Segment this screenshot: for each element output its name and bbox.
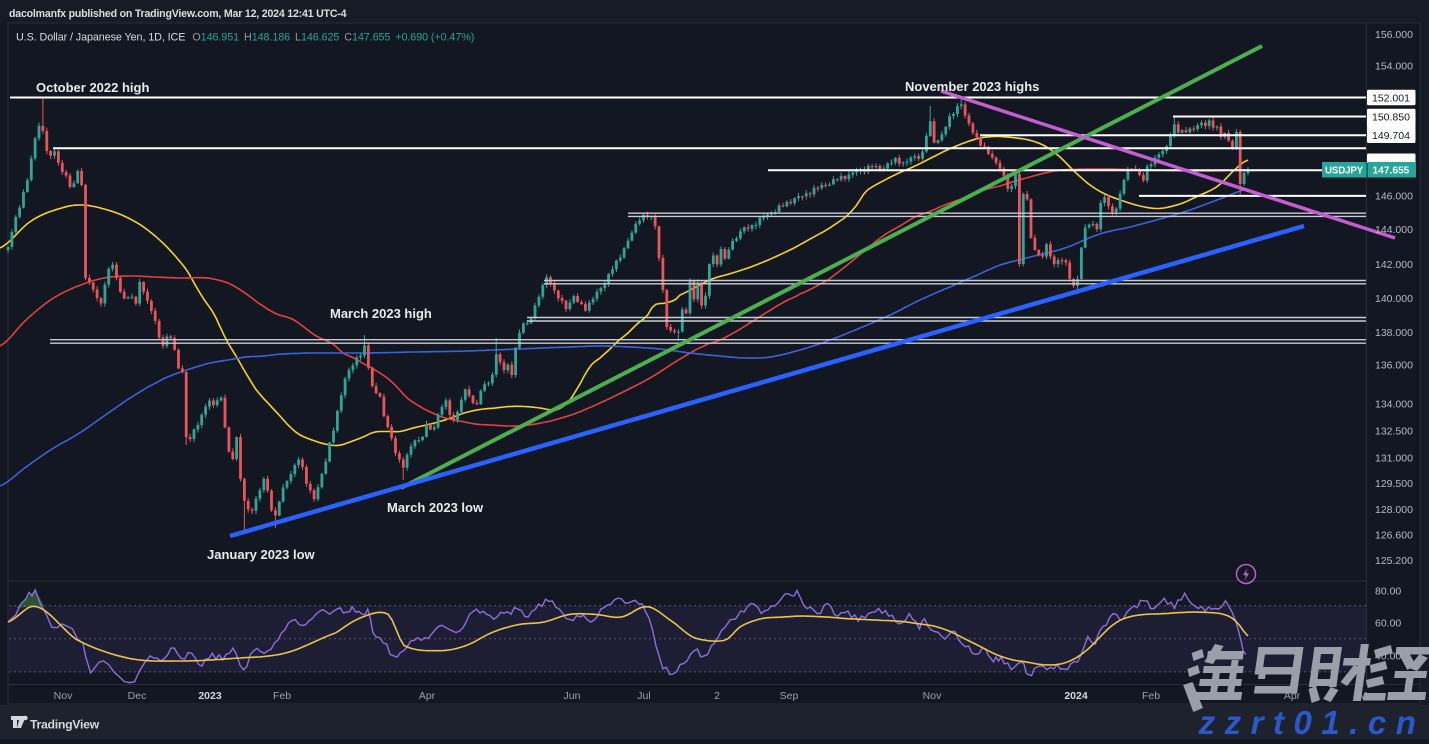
svg-text:2: 2: [714, 690, 720, 702]
svg-text:Feb: Feb: [273, 690, 291, 702]
svg-text:Apr: Apr: [419, 690, 436, 702]
svg-text:U.S. Dollar / Japanese Yen, 1D: U.S. Dollar / Japanese Yen, 1D, ICE O146.…: [16, 32, 474, 44]
svg-text:136.000: 136.000: [1375, 359, 1413, 371]
svg-text:Nov: Nov: [923, 690, 942, 702]
svg-text:146.000: 146.000: [1375, 191, 1413, 203]
svg-text:147.655: 147.655: [1373, 166, 1410, 177]
svg-text:October 2022 high: October 2022 high: [36, 80, 149, 95]
svg-text:zzrt01.cn: zzrt01.cn: [1198, 704, 1426, 739]
svg-text:126.600: 126.600: [1375, 530, 1413, 542]
svg-text:Dec: Dec: [128, 690, 147, 702]
svg-text:144.000: 144.000: [1375, 224, 1413, 236]
svg-text:USDJPY: USDJPY: [1325, 166, 1364, 177]
svg-text:152.001: 152.001: [1372, 92, 1410, 104]
svg-text:150.850: 150.850: [1372, 111, 1410, 123]
svg-text:142.000: 142.000: [1375, 259, 1413, 271]
svg-text:131.000: 131.000: [1375, 452, 1413, 464]
svg-text:2023: 2023: [198, 690, 222, 702]
svg-text:154.000: 154.000: [1375, 61, 1413, 73]
svg-text:60.00: 60.00: [1375, 618, 1401, 630]
svg-text:134.000: 134.000: [1375, 399, 1413, 411]
svg-text:132.500: 132.500: [1375, 425, 1413, 437]
svg-text:M: M: [1359, 690, 1368, 702]
svg-text:November 2023 highs: November 2023 highs: [905, 79, 1039, 94]
svg-text:129.500: 129.500: [1375, 478, 1413, 490]
svg-text:Sep: Sep: [780, 690, 799, 702]
svg-text:dacolmanfx published on Tradin: dacolmanfx published on TradingView.com,…: [9, 8, 347, 20]
svg-text:Nov: Nov: [54, 690, 73, 702]
svg-text:140.000: 140.000: [1375, 293, 1413, 305]
svg-text:March 2023 high: March 2023 high: [330, 306, 432, 321]
svg-text:125.200: 125.200: [1375, 555, 1413, 567]
svg-text:Feb: Feb: [1142, 690, 1160, 702]
svg-text:January 2023 low: January 2023 low: [207, 547, 316, 562]
svg-text:2024: 2024: [1064, 690, 1088, 702]
svg-text:Jul: Jul: [637, 690, 650, 702]
svg-text:138.000: 138.000: [1375, 327, 1413, 339]
svg-text:March 2023 low: March 2023 low: [387, 500, 484, 515]
svg-text:80.00: 80.00: [1375, 585, 1401, 597]
svg-text:156.000: 156.000: [1375, 29, 1413, 41]
svg-text:149.704: 149.704: [1372, 130, 1410, 142]
svg-text:128.000: 128.000: [1375, 504, 1413, 516]
svg-text:Jun: Jun: [564, 690, 581, 702]
svg-text:TradingView: TradingView: [30, 718, 100, 732]
